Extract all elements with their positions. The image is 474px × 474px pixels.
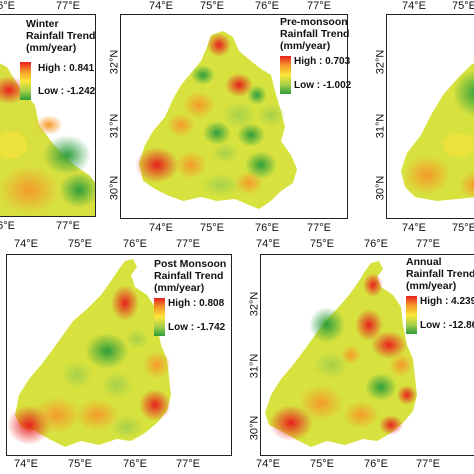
tick-top-77: 77°E xyxy=(176,238,200,250)
tick-bottom-76: 76°E xyxy=(364,458,388,470)
tick-bottom-77: 77°E xyxy=(307,222,331,234)
tick-top-74: 74°E xyxy=(256,238,280,250)
tick-left-30: 30°N xyxy=(108,175,121,201)
map-frame xyxy=(6,254,232,456)
legend-low: Low : -1.242 xyxy=(38,86,96,97)
tick-bottom-77: 77°E xyxy=(416,458,440,470)
legend-low: Low : -1.742 xyxy=(168,322,226,333)
panel-monsoon: 74°E 75°E 32°N 31°N 30°N 74°E 75°E xyxy=(360,0,474,235)
monsoon-map xyxy=(401,63,474,201)
tick-bottom-75: 75°E xyxy=(310,458,334,470)
color-ramp xyxy=(280,56,291,94)
legend-title: Winter Rainfall Trend (mm/year) xyxy=(26,18,96,54)
legend-high: High : 0.841 xyxy=(38,63,95,74)
postmonsoon-map xyxy=(7,259,171,447)
map-frame xyxy=(120,14,348,219)
tick-bottom-74: 74°E xyxy=(14,458,38,470)
tick-bottom-75: 75°E xyxy=(68,458,92,470)
map-frame xyxy=(386,14,474,219)
legend-annual: Annual Rainfall Trend (mm/year) High : 4… xyxy=(406,256,474,334)
tick-top-2: 77°E xyxy=(56,0,80,12)
tick-top-1: 6°E xyxy=(0,0,15,12)
legend-high: High : 0.808 xyxy=(168,298,225,309)
tick-left-31: 31°N xyxy=(374,113,387,139)
legend-title: Annual Rainfall Trend (mm/year) xyxy=(406,256,474,292)
tick-left-31: 31°N xyxy=(248,353,261,379)
tick-top-76: 76°E xyxy=(123,238,147,250)
panel-postmonsoon: 74°E 75°E 76°E 77°E Post Monsoon Rain xyxy=(0,236,240,474)
tick-bottom-77: 77°E xyxy=(176,458,200,470)
tick-top-75: 75°E xyxy=(452,0,474,12)
panel-premonsoon: 74°E 75°E 76°E 77°E 32°N 31°N 30°N xyxy=(108,0,358,235)
legend-title: Post Monsoon Rainfall Trend (mm/year) xyxy=(154,258,227,294)
tick-top-75: 75°E xyxy=(200,0,224,12)
tick-left-31: 31°N xyxy=(108,113,121,139)
tick-top-74: 74°E xyxy=(14,238,38,250)
legend-title: Pre-monsoon Rainfall Trend (mm/year) xyxy=(280,16,350,52)
tick-top-76: 76°E xyxy=(364,238,388,250)
tick-top-76: 76°E xyxy=(255,0,279,12)
annual-map xyxy=(265,261,417,447)
tick-left-32: 32°N xyxy=(108,49,121,75)
panel-winter: 6°E 77°E Winter Rainfall Trend (mm/year)… xyxy=(0,0,110,235)
tick-top-77: 77°E xyxy=(307,0,331,12)
tick-top-77: 77°E xyxy=(416,238,440,250)
map-frame xyxy=(260,254,474,456)
tick-bottom-74: 74°E xyxy=(256,458,280,470)
panel-annual: 74°E 75°E 76°E 77°E 32°N 31°N 30°N xyxy=(244,236,474,474)
tick-left-30: 30°N xyxy=(248,415,261,441)
tick-left-32: 32°N xyxy=(248,291,261,317)
color-ramp xyxy=(20,62,31,100)
tick-top-75: 75°E xyxy=(68,238,92,250)
legend-high: High : 4.239 xyxy=(420,296,474,307)
tick-bottom-74: 74°E xyxy=(402,222,426,234)
winter-map xyxy=(0,63,95,216)
legend-high: High : 0.703 xyxy=(294,56,351,67)
tick-top-74: 74°E xyxy=(149,0,173,12)
legend-postmonsoon: Post Monsoon Rainfall Trend (mm/year) Hi… xyxy=(154,258,244,336)
tick-left-32: 32°N xyxy=(374,49,387,75)
legend-premonsoon: Pre-monsoon Rainfall Trend (mm/year) Hig… xyxy=(280,16,360,94)
legend-low: Low : -1.002 xyxy=(294,80,352,91)
legend-winter: Winter Rainfall Trend (mm/year) High : 0… xyxy=(20,18,106,100)
tick-bottom-75: 75°E xyxy=(200,222,224,234)
premonsoon-map xyxy=(135,31,297,209)
tick-bottom-2: 77°E xyxy=(56,220,80,232)
color-ramp xyxy=(154,298,165,336)
tick-bottom-75: 75°E xyxy=(452,222,474,234)
tick-bottom-76: 76°E xyxy=(255,222,279,234)
color-ramp xyxy=(406,296,417,334)
legend-low: Low : -12.868 xyxy=(420,320,474,331)
tick-top-74: 74°E xyxy=(402,0,426,12)
tick-left-30: 30°N xyxy=(374,175,387,201)
tick-top-75: 75°E xyxy=(310,238,334,250)
map-frame xyxy=(0,14,96,217)
tick-bottom-76: 76°E xyxy=(123,458,147,470)
tick-bottom-1: 6°E xyxy=(0,220,15,232)
tick-bottom-74: 74°E xyxy=(149,222,173,234)
